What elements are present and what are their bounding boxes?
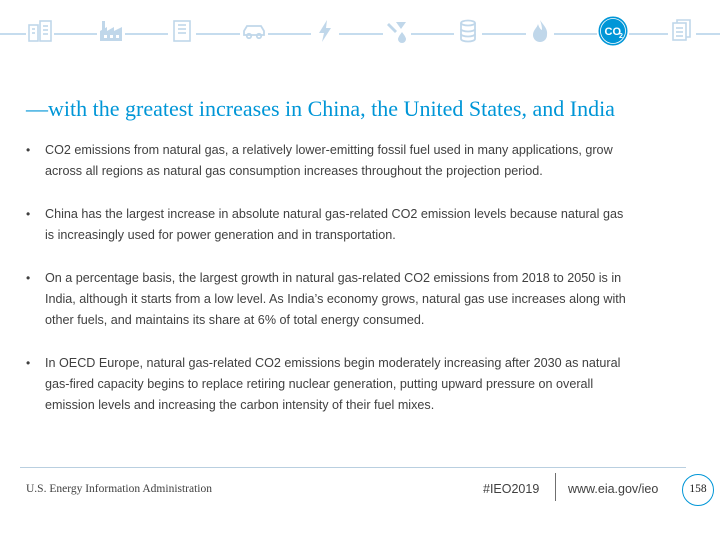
bullet-line: across all regions as natural gas consum…	[45, 164, 543, 178]
documents-icon[interactable]	[668, 17, 696, 45]
bullet-line: India, although it starts from a low lev…	[45, 292, 626, 306]
top-icon-strip: CO 2	[0, 0, 720, 60]
header-rule	[0, 33, 720, 35]
bullet-marker: •	[26, 143, 31, 157]
organization-name: U.S. Energy Information Administration	[26, 483, 213, 495]
barrel-icon[interactable]	[454, 17, 482, 45]
car-icon[interactable]	[240, 17, 268, 45]
bullet-marker: •	[26, 207, 31, 221]
bullet-line: In OECD Europe, natural gas-related CO2 …	[45, 356, 621, 370]
slide-title: —with the greatest increases in China, t…	[26, 96, 615, 121]
co2-icon-label: CO	[605, 26, 622, 38]
co2-icon-subscript: 2	[619, 33, 623, 40]
factory-icon[interactable]	[97, 17, 125, 45]
bullet-line: gas-fired capacity begins to replace ret…	[45, 377, 594, 391]
oil-drop-icon[interactable]	[383, 17, 411, 45]
bullet-line: emission levels and increasing the carbo…	[45, 398, 435, 412]
bullet-line: On a percentage basis, the largest growt…	[45, 271, 622, 285]
bullet-line: China has the largest increase in absolu…	[45, 207, 624, 221]
bullet-line: is increasingly used for power generatio…	[45, 228, 396, 242]
hashtag: #IEO2019	[483, 482, 540, 496]
footer-divider	[555, 473, 556, 501]
page-number: 158	[682, 474, 714, 506]
bullet-line: other fuels, and maintains its share at …	[45, 313, 425, 327]
co2-icon[interactable]: CO 2	[597, 15, 629, 47]
flame-icon[interactable]	[526, 17, 554, 45]
footer-rule	[20, 467, 686, 468]
lightning-icon[interactable]	[311, 17, 339, 45]
bullet-marker: •	[26, 271, 31, 285]
buildings-icon[interactable]	[26, 17, 54, 45]
bullet-line: CO2 emissions from natural gas, a relati…	[45, 143, 613, 157]
office-building-icon[interactable]	[168, 17, 196, 45]
website-link[interactable]: www.eia.gov/ieo	[568, 482, 659, 496]
bullet-marker: •	[26, 356, 31, 370]
